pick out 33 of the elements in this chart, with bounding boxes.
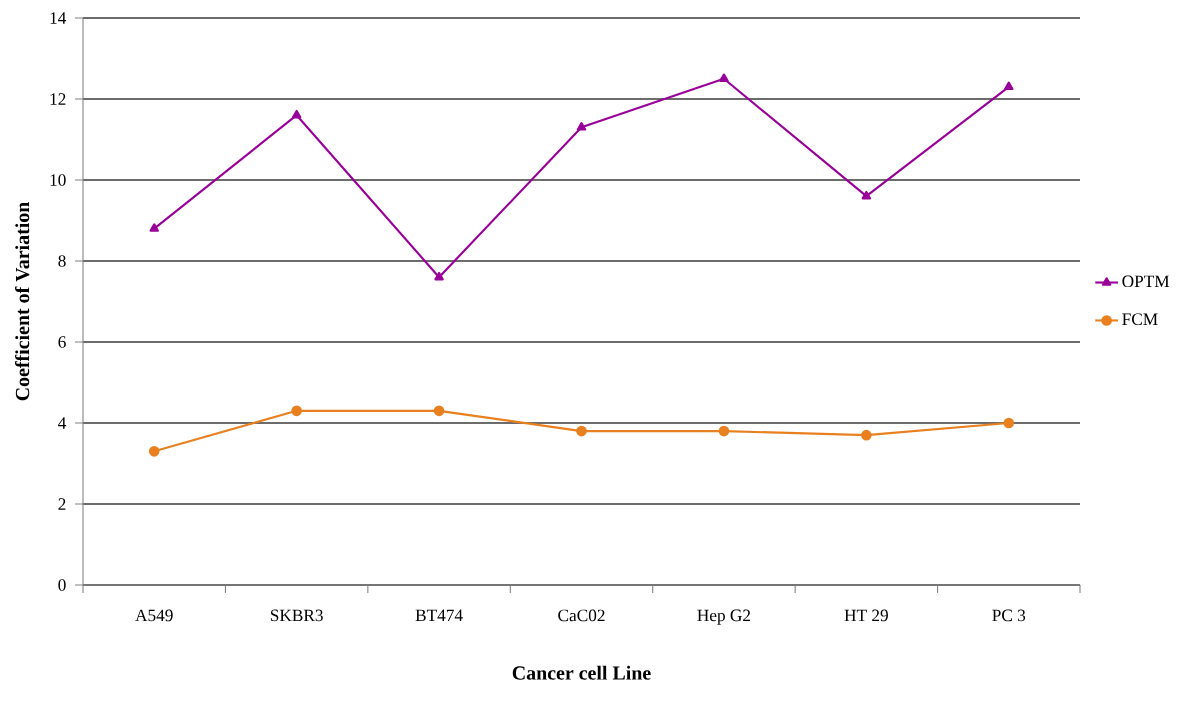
point xyxy=(576,425,587,437)
x-tick-label: A549 xyxy=(135,609,173,622)
point xyxy=(576,122,587,131)
x-tick-label: HT 29 xyxy=(844,609,888,622)
point xyxy=(148,446,160,457)
x-tick-label: PC 3 xyxy=(992,609,1026,622)
y-tick-label: 2 xyxy=(58,498,66,510)
y-axis-title: Coefficient of Variation xyxy=(15,201,30,401)
y-tick-label: 10 xyxy=(50,174,66,186)
point xyxy=(149,223,159,232)
point xyxy=(291,405,302,417)
x-tick-label: Hep G2 xyxy=(697,609,751,625)
legend-label: OPTM xyxy=(1122,275,1170,288)
y-tick-label: 0 xyxy=(58,579,66,591)
x-tick-label: BT474 xyxy=(415,609,463,622)
x-axis-title: Cancer cell Line xyxy=(512,665,651,680)
point xyxy=(861,190,872,200)
x-tick-label: CaC02 xyxy=(558,609,605,622)
legend-label: FCM xyxy=(1122,313,1158,326)
y-tick-label: 6 xyxy=(58,336,66,348)
y-tick-label: 4 xyxy=(58,417,67,429)
point xyxy=(861,429,872,441)
point xyxy=(718,425,730,437)
y-tick-label: 14 xyxy=(50,12,67,24)
y-tick-label: 12 xyxy=(50,93,66,105)
point xyxy=(1004,81,1014,91)
point xyxy=(434,271,444,281)
point xyxy=(719,73,729,82)
point xyxy=(433,405,445,417)
y-tick-label: 8 xyxy=(58,255,66,267)
x-tick-label: SKBR3 xyxy=(270,609,323,622)
point xyxy=(291,109,302,119)
point xyxy=(1003,417,1015,429)
